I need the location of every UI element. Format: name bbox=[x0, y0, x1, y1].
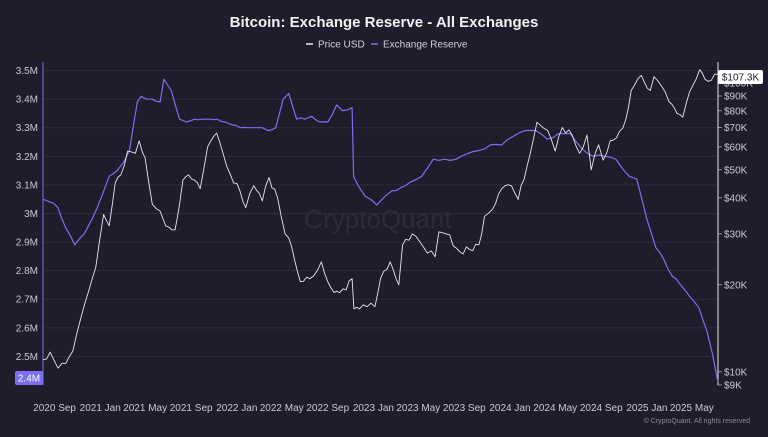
left-tick-label: 3.2M bbox=[16, 152, 38, 163]
left-tick-label: 2.5M bbox=[16, 352, 38, 363]
current-reserve-tag: 2.4M bbox=[15, 371, 43, 385]
current-reserve-tag-bg bbox=[15, 371, 43, 385]
x-tick-label: 2024 Sep bbox=[580, 403, 623, 414]
right-tick-label: $40K bbox=[724, 193, 748, 204]
left-tick-label: 3.3M bbox=[16, 123, 38, 134]
x-tick-label: 2020 Sep bbox=[33, 403, 76, 414]
right-tick-label: $10K bbox=[724, 367, 748, 378]
x-tick-label: 2022 May bbox=[260, 403, 304, 414]
x-tick-label: 2024 May bbox=[533, 403, 577, 414]
left-axis: 2.5M 2.6M 2.7M 2.8M 2.9M 3M 3.1M 3.2M 3.3M 3.4M 3.… bbox=[16, 66, 38, 363]
legend-label-price[interactable]: Price USD bbox=[318, 40, 365, 51]
exchange-reserve-line bbox=[42, 78, 719, 383]
price-usd-line bbox=[42, 69, 719, 369]
x-tick-label: 2025 Jan bbox=[626, 403, 667, 414]
watermark: CryptoQuant bbox=[304, 204, 452, 234]
x-tick-label: 2022 Sep bbox=[306, 403, 349, 414]
x-tick-label: 2024 Jan bbox=[489, 403, 530, 414]
right-tick-label: $50K bbox=[724, 165, 748, 176]
series-layer bbox=[42, 69, 719, 383]
right-tick-label: $80K bbox=[724, 106, 748, 117]
x-tick-label: 2022 Jan bbox=[216, 403, 257, 414]
right-tick-label: $9K bbox=[724, 381, 742, 392]
current-price-tag: $107.3K bbox=[718, 70, 763, 84]
right-tick-label: $60K bbox=[724, 142, 748, 153]
left-tick-label: 2.8M bbox=[16, 266, 38, 277]
x-tick-label: 2025 May bbox=[670, 403, 714, 414]
right-tick-label: $70K bbox=[724, 123, 748, 134]
copyright-text: © CryptoQuant. All rights reserved bbox=[644, 417, 750, 425]
left-tick-label: 2.7M bbox=[16, 295, 38, 306]
left-tick-label: 2.6M bbox=[16, 323, 38, 334]
x-tick-label: 2021 May bbox=[123, 403, 167, 414]
x-tick-label: 2023 May bbox=[396, 403, 440, 414]
legend-label-reserve[interactable]: Exchange Reserve bbox=[383, 40, 468, 51]
x-tick-label: 2021 Sep bbox=[170, 403, 213, 414]
x-axis: 2020 Sep 2021 Jan 2021 May 2021 Sep 2022 Jan… bbox=[33, 403, 714, 414]
right-tick-label: $30K bbox=[724, 229, 748, 240]
chart-title: Bitcoin: Exchange Reserve - All Exchange… bbox=[230, 14, 539, 31]
x-tick-label: 2021 Jan bbox=[80, 403, 121, 414]
left-tick-label: 3M bbox=[24, 209, 38, 220]
right-tick-label: $90K bbox=[724, 91, 748, 102]
current-price-tag-bg bbox=[718, 70, 763, 84]
right-axis: $9K$10K$20K$30K$40K$50K$60K$70K$80K$90K$… bbox=[718, 78, 753, 392]
left-tick-label: 3.4M bbox=[16, 95, 38, 106]
x-tick-label: 2023 Jan bbox=[353, 403, 394, 414]
left-tick-label: 2.9M bbox=[16, 238, 38, 249]
current-price-label: $107.3K bbox=[722, 73, 760, 84]
right-tick-label: $20K bbox=[724, 280, 748, 291]
chart-legend[interactable]: Price USD Exchange Reserve bbox=[306, 40, 468, 51]
left-tick-label: 3.1M bbox=[16, 180, 38, 191]
current-reserve-label: 2.4M bbox=[18, 374, 40, 385]
x-tick-label: 2023 Sep bbox=[443, 403, 486, 414]
left-tick-label: 3.5M bbox=[16, 66, 38, 77]
